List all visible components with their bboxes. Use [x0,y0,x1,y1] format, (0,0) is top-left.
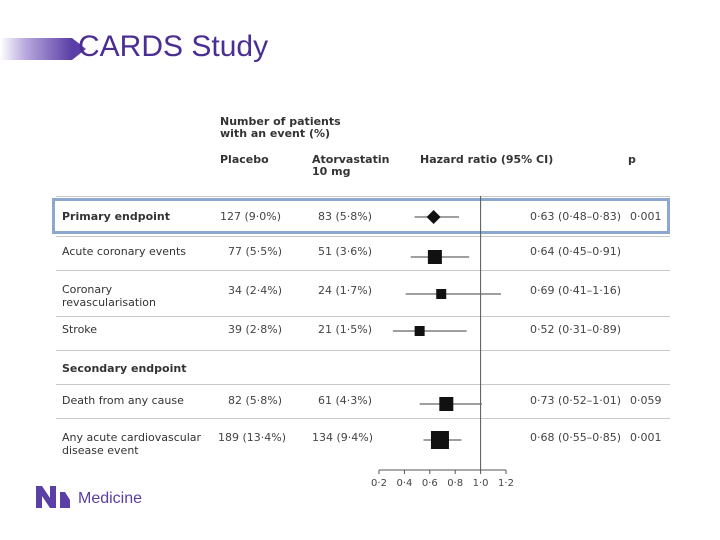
row-p-value: 0·001 [630,210,662,223]
row-atorvastatin: 83 (5·8%) [318,210,373,223]
primary-endpoint-highlight [52,198,670,234]
divider [56,236,670,237]
header-p: p [628,153,636,166]
row-placebo: 77 (5·5%) [228,245,283,258]
row-atorvastatin: 51 (3·6%) [318,245,373,258]
row-placebo: 82 (5·8%) [228,394,283,407]
divider [56,270,670,271]
row-label-primary-endpoint: Primary endpoint [62,210,171,223]
row-atorvastatin: 61 (4·3%) [318,394,373,407]
x-tick-label: 0·6 [422,478,438,489]
row-p-value: 0·059 [630,394,662,407]
x-tick-label: 0·8 [447,478,463,489]
section-secondary-endpoint: Secondary endpoint [62,362,187,375]
divider [56,350,670,351]
point-estimate-diamond [426,210,441,224]
row-label-stroke: Stroke [62,323,98,336]
slide-title: CARDS Study [78,30,269,63]
header-atorvastatin: Atorvastatin 10 mg [312,153,390,178]
row-atorvastatin: 21 (1·5%) [318,323,373,336]
row-hazard-ratio: 0·73 (0·52–1·01) [530,394,622,407]
row-hazard-ratio: 0·52 (0·31–0·89) [530,323,622,336]
publisher-logo [36,486,70,508]
x-tick-label: 0·4 [396,478,412,489]
row-label-acute-coronary-events: Acute coronary events [62,245,187,258]
header-hazard-ratio: Hazard ratio (95% CI) [420,153,554,166]
publisher-logo-text: Medicine [78,490,143,507]
point-estimate-square [414,326,425,336]
header-events: Number of patients with an event (%) [220,115,341,140]
row-label-coronary-revascularisation: Coronary revascularisation [62,283,156,309]
x-tick-label: 0·2 [371,478,387,489]
divider [56,316,670,317]
title-accent-bar [0,38,86,60]
x-tick-label: 1·0 [473,478,489,489]
divider [56,196,670,197]
row-placebo: 34 (2·4%) [228,284,283,297]
point-estimate-square [427,250,442,264]
row-hazard-ratio: 0·64 (0·45–0·91) [530,245,622,258]
header-placebo: Placebo [220,153,269,166]
row-p-value: 0·001 [630,431,662,444]
row-label-any-acute-cardiovascular-disease-event: Any acute cardiovascular disease event [62,431,202,457]
point-estimate-square [430,431,449,449]
row-placebo: 39 (2·8%) [228,323,283,336]
divider [56,418,670,419]
row-placebo: 127 (9·0%) [220,210,282,223]
row-atorvastatin: 24 (1·7%) [318,284,373,297]
divider [56,384,670,385]
row-hazard-ratio: 0·63 (0·48–0·83) [530,210,622,223]
row-hazard-ratio: 0·69 (0·41–1·16) [530,284,622,297]
row-atorvastatin: 134 (9·4%) [312,431,374,444]
row-hazard-ratio: 0·68 (0·55–0·85) [530,431,622,444]
row-label-death-from-any-cause: Death from any cause [62,394,184,407]
point-estimate-square [439,397,454,411]
row-placebo: 189 (13·4%) [218,431,287,444]
point-estimate-square [436,289,447,299]
x-tick-label: 1·2 [498,478,514,489]
